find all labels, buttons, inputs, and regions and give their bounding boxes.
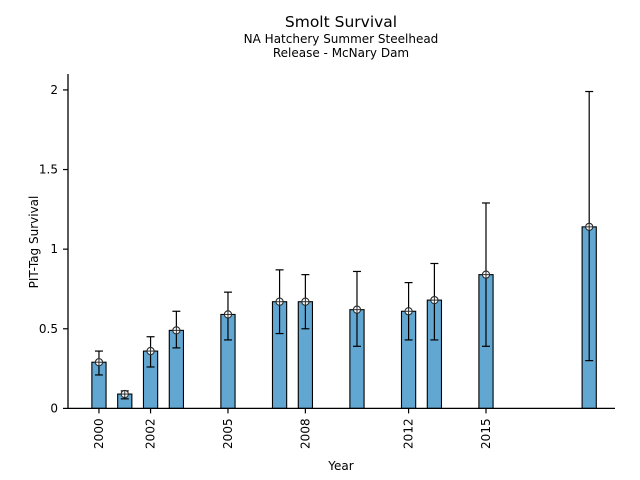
y-tick-label: 0 [50, 401, 58, 415]
chart-title: Smolt Survival [285, 13, 397, 31]
x-tick-label: 2000 [92, 418, 106, 449]
y-tick-label: 0.5 [39, 322, 58, 336]
x-tick-label: 2015 [479, 418, 493, 449]
x-tick-label: 2012 [402, 418, 416, 449]
chart-subtitle-line1: NA Hatchery Summer Steelhead [244, 32, 439, 46]
y-tick-label: 1 [50, 242, 58, 256]
x-tick-label: 2002 [144, 418, 158, 449]
chart-subtitle-line2: Release - McNary Dam [273, 46, 409, 60]
x-tick-label: 2008 [298, 418, 312, 449]
plot-area: 0 0.5 1 1.5 2 2000 2002 2005 2008 2012 2015 [39, 74, 615, 449]
x-tick-label: 2005 [221, 418, 235, 449]
y-axis-title: PIT-Tag Survival [27, 196, 41, 289]
y-tick-label: 1.5 [39, 163, 58, 177]
x-axis-title: Year [327, 459, 353, 473]
y-tick-label: 2 [50, 83, 58, 97]
